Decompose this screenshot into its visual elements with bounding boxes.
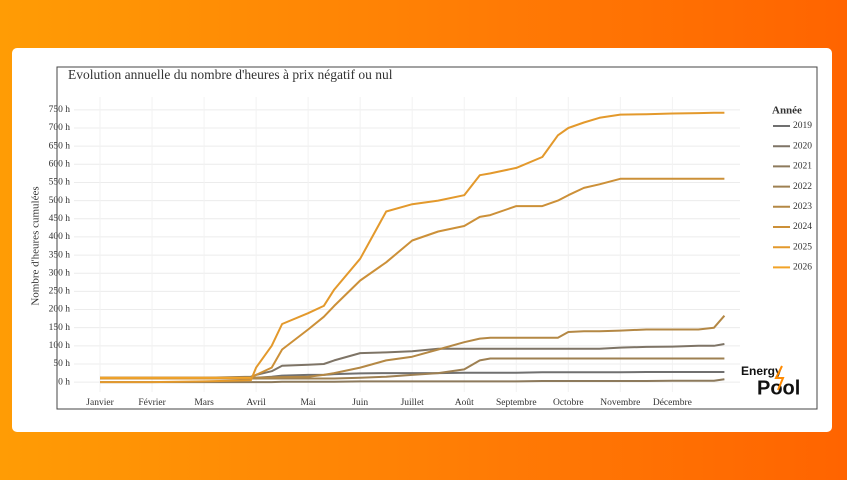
y-tick-label: 550 h [49,178,71,188]
x-tick-label: Mars [194,398,214,408]
x-tick-label: Avril [246,398,266,408]
x-tick-label: Octobre [553,398,584,408]
y-tick-label: 500 h [49,196,71,206]
card [12,48,832,432]
y-tick-label: 100 h [49,341,71,351]
y-tick-label: 350 h [49,250,71,260]
series-line [100,111,725,384]
y-tick-label: 750 h [49,105,71,115]
logo-text: Energy [741,364,782,378]
y-tick-label: 700 h [49,123,71,133]
x-tick-label: Décembre [653,398,692,408]
x-tick-label: Juin [352,398,368,408]
legend-label: 2019 [793,121,812,131]
chart-title: Evolution annuelle du nombre d'heures à … [68,67,393,82]
y-axis-label: Nombre d'heures cumulées [30,186,42,305]
legend-title: Année [772,105,802,117]
y-tick-label: 50 h [53,359,70,369]
x-tick-label: Août [455,398,474,408]
x-tick-label: Novembre [600,398,640,408]
y-tick-label: 300 h [49,268,71,278]
y-tick-label: 0 h [58,377,70,387]
legend-label: 2026 [793,263,812,273]
y-tick-label: 200 h [49,305,71,315]
y-tick-label: 600 h [49,159,71,169]
legend-label: 2022 [793,182,812,192]
series-line [100,378,725,384]
y-tick-label: 450 h [49,214,71,224]
x-tick-label: Février [138,398,166,408]
logo-bolt [774,365,785,391]
y-tick-label: 650 h [49,141,71,151]
y-tick-label: 400 h [49,232,71,242]
plot-frame [56,66,818,410]
legend-label: 2021 [793,162,812,172]
series-line [100,315,726,379]
y-tick-label: 150 h [49,323,71,333]
legend-label: 2025 [793,242,812,252]
x-tick-label: Mai [300,398,316,408]
legend-label: 2024 [793,222,812,232]
x-tick-label: Janvier [86,398,114,408]
x-tick-label: Juillet [401,398,425,408]
legend-label: 2023 [793,202,812,212]
series-line [100,177,725,380]
legend-label: 2020 [793,141,812,151]
y-tick-label: 250 h [49,287,71,297]
series-line [100,343,725,379]
x-tick-label: Septembre [496,398,537,408]
